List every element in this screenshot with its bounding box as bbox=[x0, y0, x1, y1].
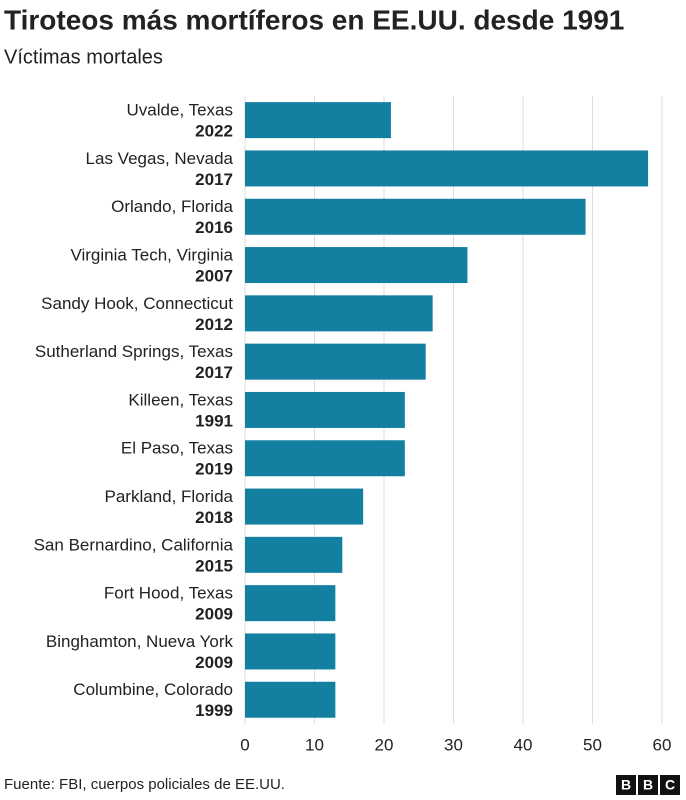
y-tick-label: Binghamton, Nueva York bbox=[46, 632, 234, 651]
bar bbox=[245, 295, 433, 332]
y-tick-label: Sutherland Springs, Texas bbox=[35, 342, 233, 361]
y-tick-year: 2009 bbox=[195, 605, 233, 624]
x-tick-label: 60 bbox=[653, 735, 672, 754]
y-tick-year: 2016 bbox=[195, 218, 233, 237]
y-tick-year: 2017 bbox=[195, 170, 233, 189]
y-tick-label: Columbine, Colorado bbox=[73, 680, 233, 699]
y-tick-year: 2007 bbox=[195, 267, 233, 286]
y-tick-label: Fort Hood, Texas bbox=[104, 584, 233, 603]
y-tick-year: 2022 bbox=[195, 122, 233, 141]
x-tick-label: 30 bbox=[444, 735, 463, 754]
y-tick-year: 2018 bbox=[195, 508, 233, 527]
logo-box bbox=[616, 775, 636, 795]
logo-box bbox=[660, 775, 680, 795]
bar bbox=[245, 150, 649, 187]
y-tick-label: San Bernardino, California bbox=[34, 535, 234, 554]
bar bbox=[245, 440, 405, 477]
x-tick-label: 20 bbox=[375, 735, 394, 754]
y-tick-label: Sandy Hook, Connecticut bbox=[41, 294, 233, 313]
y-tick-label: Virginia Tech, Virginia bbox=[70, 246, 233, 265]
source: Fuente: FBI, cuerpos policiales de EE.UU… bbox=[4, 776, 285, 793]
x-tick-label: 50 bbox=[583, 735, 602, 754]
x-tick-label: 10 bbox=[305, 735, 324, 754]
bar bbox=[245, 585, 336, 622]
logo-letter: C bbox=[665, 777, 675, 793]
bar bbox=[245, 102, 391, 139]
y-tick-year: 2015 bbox=[195, 556, 233, 575]
bar bbox=[245, 391, 405, 428]
y-tick-label: Uvalde, Texas bbox=[127, 101, 233, 120]
logo-letter: B bbox=[643, 777, 653, 793]
y-tick-year: 2009 bbox=[195, 653, 233, 672]
bar bbox=[245, 247, 468, 284]
logo-letter: B bbox=[621, 777, 631, 793]
bar bbox=[245, 633, 336, 670]
y-tick-label: Parkland, Florida bbox=[104, 487, 233, 506]
y-tick-label: Orlando, Florida bbox=[111, 197, 233, 216]
y-tick-label: El Paso, Texas bbox=[121, 439, 233, 458]
bar bbox=[245, 488, 364, 525]
chart-subtitle: Víctimas mortales bbox=[4, 46, 163, 68]
y-tick-year: 2017 bbox=[195, 363, 233, 382]
logo-box bbox=[638, 775, 658, 795]
y-tick-label: Killeen, Texas bbox=[128, 390, 233, 409]
y-tick-label: Las Vegas, Nevada bbox=[86, 149, 234, 168]
y-tick-year: 1999 bbox=[195, 701, 233, 720]
bar bbox=[245, 343, 426, 380]
x-tick-label: 40 bbox=[514, 735, 533, 754]
bar bbox=[245, 536, 343, 573]
bar bbox=[245, 198, 586, 235]
y-tick-year: 1991 bbox=[195, 411, 233, 430]
x-tick-label: 0 bbox=[240, 735, 249, 754]
y-tick-year: 2012 bbox=[195, 315, 233, 334]
chart-title: Tiroteos más mortíferos en EE.UU. desde … bbox=[4, 4, 624, 35]
y-tick-year: 2019 bbox=[195, 460, 233, 479]
bar bbox=[245, 681, 336, 718]
